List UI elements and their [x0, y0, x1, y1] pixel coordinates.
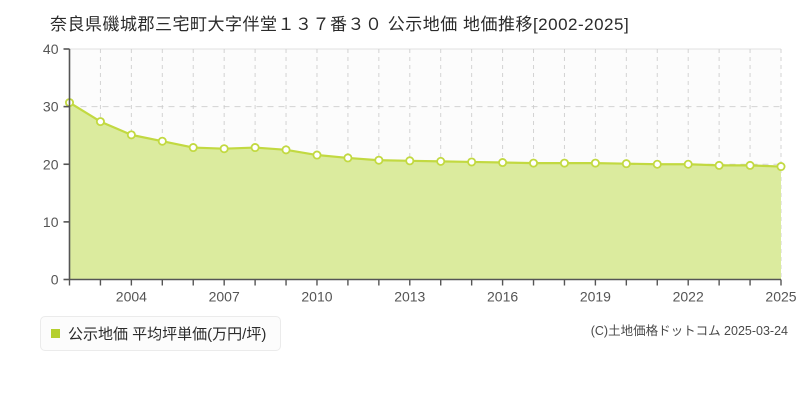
data-point-marker[interactable] [95, 117, 105, 127]
legend-label: 公示地価 平均坪単価(万円/坪) [68, 326, 267, 343]
data-point-marker[interactable] [590, 158, 600, 168]
x-axis-tick-label: 2010 [301, 289, 332, 305]
data-point-marker[interactable] [529, 158, 539, 168]
y-axis-tick-label: 10 [43, 214, 59, 230]
x-axis-tick-label: 2013 [394, 289, 425, 305]
data-point-marker[interactable] [683, 159, 693, 169]
copyright-credit: (C)土地価格ドットコム 2025-03-24 [590, 324, 788, 338]
data-point-marker[interactable] [281, 145, 291, 155]
data-point-marker[interactable] [467, 157, 477, 167]
x-axis-tick-label: 2025 [765, 289, 796, 305]
data-point-marker[interactable] [745, 160, 755, 170]
data-point-marker[interactable] [498, 158, 508, 168]
data-point-marker[interactable] [405, 156, 415, 166]
data-point-marker[interactable] [343, 153, 353, 163]
data-point-marker[interactable] [652, 159, 662, 169]
x-axis-tick-label: 2004 [116, 289, 147, 305]
data-line [68, 101, 782, 168]
data-point-marker[interactable] [250, 143, 260, 153]
legend-swatch-icon [51, 329, 60, 338]
x-axis-tick-label: 2022 [673, 289, 704, 305]
data-point-marker[interactable] [436, 156, 446, 166]
data-point-marker[interactable] [776, 162, 786, 172]
data-area-fill [69, 102, 781, 280]
data-point-marker[interactable] [559, 158, 569, 168]
data-point-marker[interactable] [219, 144, 229, 154]
data-point-marker[interactable] [126, 130, 136, 140]
data-point-marker[interactable] [188, 143, 198, 153]
x-axis-tick-label: 2007 [209, 289, 240, 305]
data-point-marker[interactable] [621, 159, 631, 169]
y-axis-tick-label: 0 [51, 272, 59, 288]
y-axis-tick-label: 20 [43, 156, 59, 172]
data-point-marker[interactable] [714, 160, 724, 170]
data-point-marker[interactable] [157, 136, 167, 146]
data-point-marker[interactable] [374, 155, 384, 165]
x-axis-tick-label: 2016 [487, 289, 518, 305]
x-axis-tick-label: 2019 [580, 289, 611, 305]
data-point-marker[interactable] [312, 150, 322, 160]
y-axis-tick-label: 40 [43, 41, 59, 57]
y-axis-tick-label: 30 [43, 99, 59, 115]
chart-legend: 公示地価 平均坪単価(万円/坪) [40, 316, 282, 351]
chart-title: 奈良県磯城郡三宅町大字伴堂１３７番３０ 公示地価 地価推移[2002-2025] [50, 15, 630, 34]
